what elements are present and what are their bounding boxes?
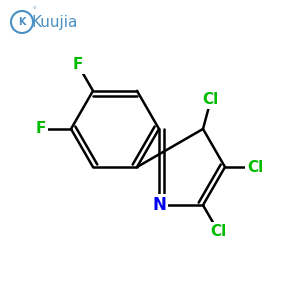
Text: N: N (152, 196, 166, 214)
Text: Cl: Cl (210, 224, 226, 238)
Text: K: K (18, 17, 26, 27)
Text: Cl: Cl (247, 160, 263, 175)
Text: °: ° (32, 7, 36, 13)
Text: Kuujia: Kuujia (32, 14, 78, 29)
Text: F: F (36, 122, 46, 136)
Text: F: F (73, 57, 83, 72)
Text: Cl: Cl (202, 92, 219, 107)
